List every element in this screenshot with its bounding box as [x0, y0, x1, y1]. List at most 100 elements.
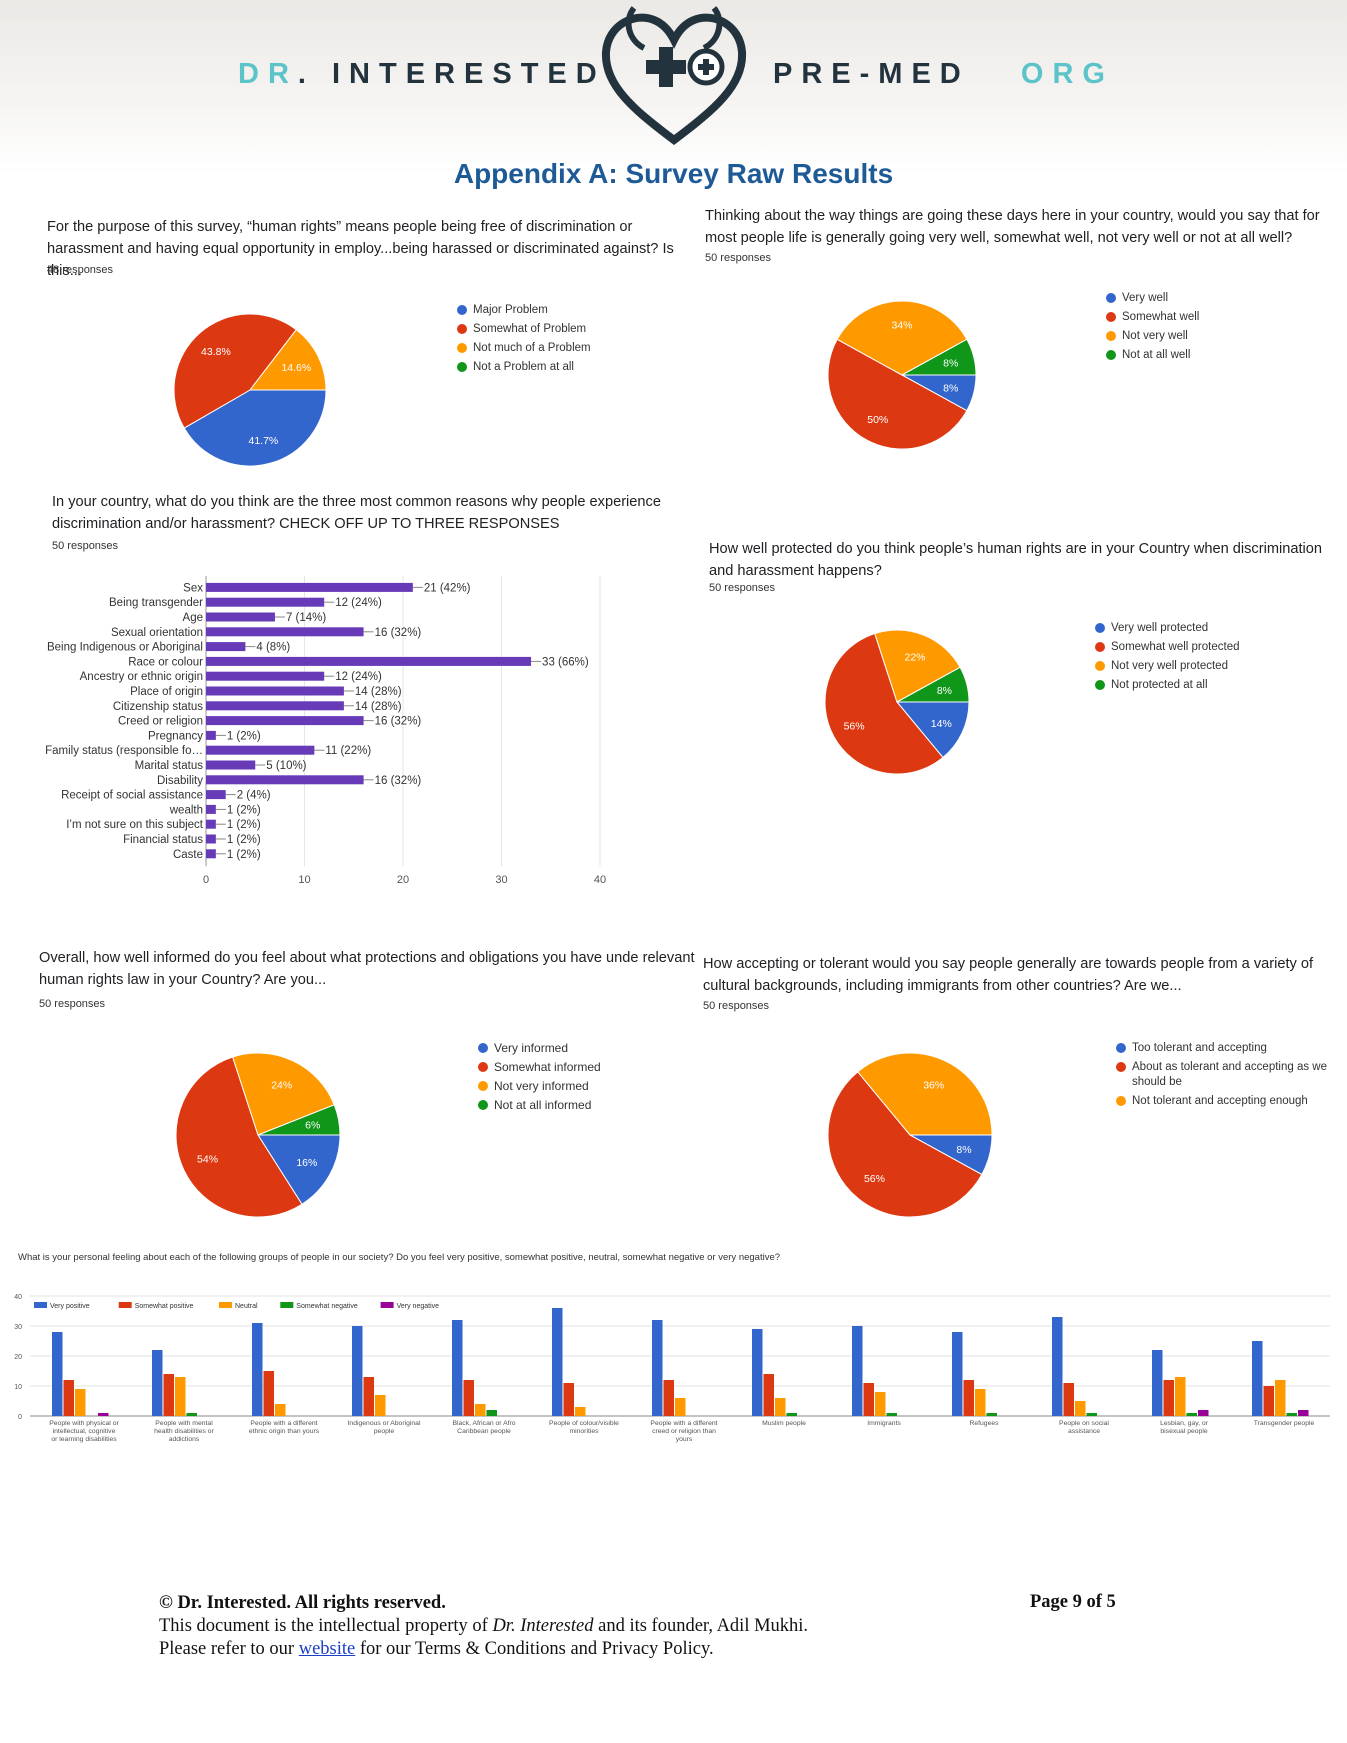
- legend-label: Very informed: [494, 1041, 569, 1055]
- bar: [206, 790, 226, 800]
- bar: [206, 804, 216, 814]
- legend-item: Not tolerant and accepting enough: [1116, 1094, 1336, 1109]
- category-label: wealth: [169, 804, 203, 816]
- data-label: 1 (2%): [227, 819, 261, 831]
- bar: [206, 582, 413, 592]
- category-label: Creed or religion: [118, 716, 203, 728]
- legend-item: Not at all informed: [478, 1098, 698, 1113]
- data-label: 1 (2%): [227, 730, 261, 742]
- legend-label: Not very well: [1122, 330, 1188, 342]
- legend-label: Not very well protected: [1111, 660, 1228, 672]
- legend-item: Somewhat well: [1106, 310, 1306, 325]
- data-label: 12 (24%): [335, 597, 382, 609]
- legend-dot-icon: [457, 324, 467, 334]
- pie-slice: [874, 629, 961, 703]
- data-label: 16 (32%): [375, 627, 422, 639]
- legend-label: Neutral: [235, 1303, 258, 1310]
- legend-dot-icon: [457, 343, 467, 353]
- legend-item: Somewhat informed: [478, 1060, 698, 1075]
- bar: [875, 1392, 886, 1416]
- legend-dot-icon: [1116, 1062, 1126, 1072]
- bar: [552, 1308, 563, 1416]
- bar: [786, 1413, 797, 1416]
- pie-slice: [248, 328, 327, 391]
- bar: [52, 1332, 63, 1416]
- pie-slice: [173, 313, 297, 429]
- legend-item: About as tolerant and accepting as we sh…: [1116, 1060, 1336, 1090]
- q5-pie-chart: 16% 54% 24% 6%: [175, 1052, 341, 1218]
- legend-item: Not protected at all: [1095, 678, 1315, 693]
- pie-slice-label: 8%: [956, 1144, 971, 1156]
- brand-right: PRE-MED ORG: [773, 58, 1114, 91]
- q1-question: For the purpose of this survey, “human r…: [47, 219, 674, 279]
- bar: [252, 1323, 263, 1416]
- q2-pie-chart: 8% 50% 34% 8%: [827, 300, 977, 450]
- data-label: 2 (4%): [237, 790, 271, 802]
- legend-item: Very well protected: [1095, 621, 1315, 636]
- bar: [206, 597, 325, 607]
- category-label: People with a different creed or religion…: [650, 1420, 717, 1443]
- legend-label: Not tolerant and accepting enough: [1132, 1095, 1308, 1107]
- pie-slice: [257, 1134, 341, 1205]
- legend-dot-icon: [1106, 312, 1116, 322]
- pie-slice-label: 54%: [197, 1154, 218, 1166]
- legend-item: Not a Problem at all: [457, 360, 677, 375]
- pie-slice-label: 50%: [867, 414, 888, 426]
- legend-item: Somewhat of Problem: [457, 322, 677, 337]
- x-tick-label: 30: [495, 874, 507, 886]
- legend-label: Not protected at all: [1111, 679, 1208, 691]
- pie-slice-label: 24%: [271, 1080, 292, 1092]
- category-label: People with physical or intellectual, cog…: [49, 1420, 119, 1443]
- category-label: People with mental health disabilities or…: [154, 1420, 214, 1443]
- pie-slice-label: 8%: [943, 357, 958, 369]
- bar: [206, 671, 325, 681]
- pie-slice: [175, 1056, 303, 1218]
- bar: [775, 1398, 786, 1416]
- category-label: Caste: [173, 849, 203, 861]
- legend-dot-icon: [478, 1081, 488, 1091]
- pie-slice: [824, 632, 944, 775]
- bar: [763, 1374, 774, 1416]
- data-label: 21 (42%): [424, 582, 471, 594]
- website-link[interactable]: website: [298, 1639, 356, 1659]
- legend-label: Somewhat negative: [296, 1303, 358, 1310]
- data-label: 5 (10%): [266, 760, 306, 772]
- x-tick-label: 40: [594, 874, 606, 886]
- bar: [463, 1380, 474, 1416]
- q1-legend: Major Problem Somewhat of Problem Not much…: [457, 303, 677, 379]
- category-label: Sex: [183, 582, 203, 594]
- bar: [986, 1413, 997, 1416]
- legend-item: Not very well protected: [1095, 659, 1315, 674]
- bar: [1052, 1317, 1063, 1416]
- q5-legend: Very informed Somewhat informed Not very i…: [478, 1041, 698, 1117]
- pie-slice: [183, 389, 327, 467]
- pie-slice-label: 22%: [905, 651, 926, 663]
- bar: [1163, 1380, 1174, 1416]
- category-label: Receipt of social assistance: [61, 790, 203, 802]
- footer-copyright: © Dr. Interested. All rights reserved.: [159, 1593, 446, 1613]
- footer-line-2-b: and its founder, Adil Mukhi.: [593, 1616, 809, 1636]
- q7-question: What is your personal feeling about each…: [18, 1252, 781, 1263]
- category-label: People with a different ethnic origin tha…: [249, 1420, 320, 1435]
- category-label: Family status (responsible fo…: [45, 745, 203, 757]
- data-label: 7 (14%): [286, 612, 326, 624]
- category-label: Ancestry or ethnic origin: [80, 671, 203, 683]
- bar: [1263, 1386, 1274, 1416]
- data-label: 11 (22%): [325, 745, 371, 757]
- footer-line-2-em: Dr. Interested: [492, 1616, 594, 1636]
- brand-right-accent: ORG: [1020, 58, 1114, 90]
- legend-item: Major Problem: [457, 303, 677, 318]
- bar: [206, 716, 364, 726]
- data-label: 33 (66%): [542, 656, 589, 668]
- q2-responses: 50 responses: [705, 252, 772, 264]
- pie-slice: [895, 701, 970, 759]
- bar: [1175, 1377, 1186, 1416]
- legend-label: Not at all well: [1122, 349, 1191, 361]
- bar: [486, 1410, 497, 1416]
- page-header: [0, 0, 1347, 175]
- category-label: Lesbian, gay, or bisexual people: [1160, 1420, 1209, 1435]
- pie-slice-label: 16%: [296, 1157, 317, 1169]
- bar: [863, 1383, 874, 1416]
- bar: [652, 1320, 663, 1416]
- legend-label: Not very informed: [494, 1079, 589, 1093]
